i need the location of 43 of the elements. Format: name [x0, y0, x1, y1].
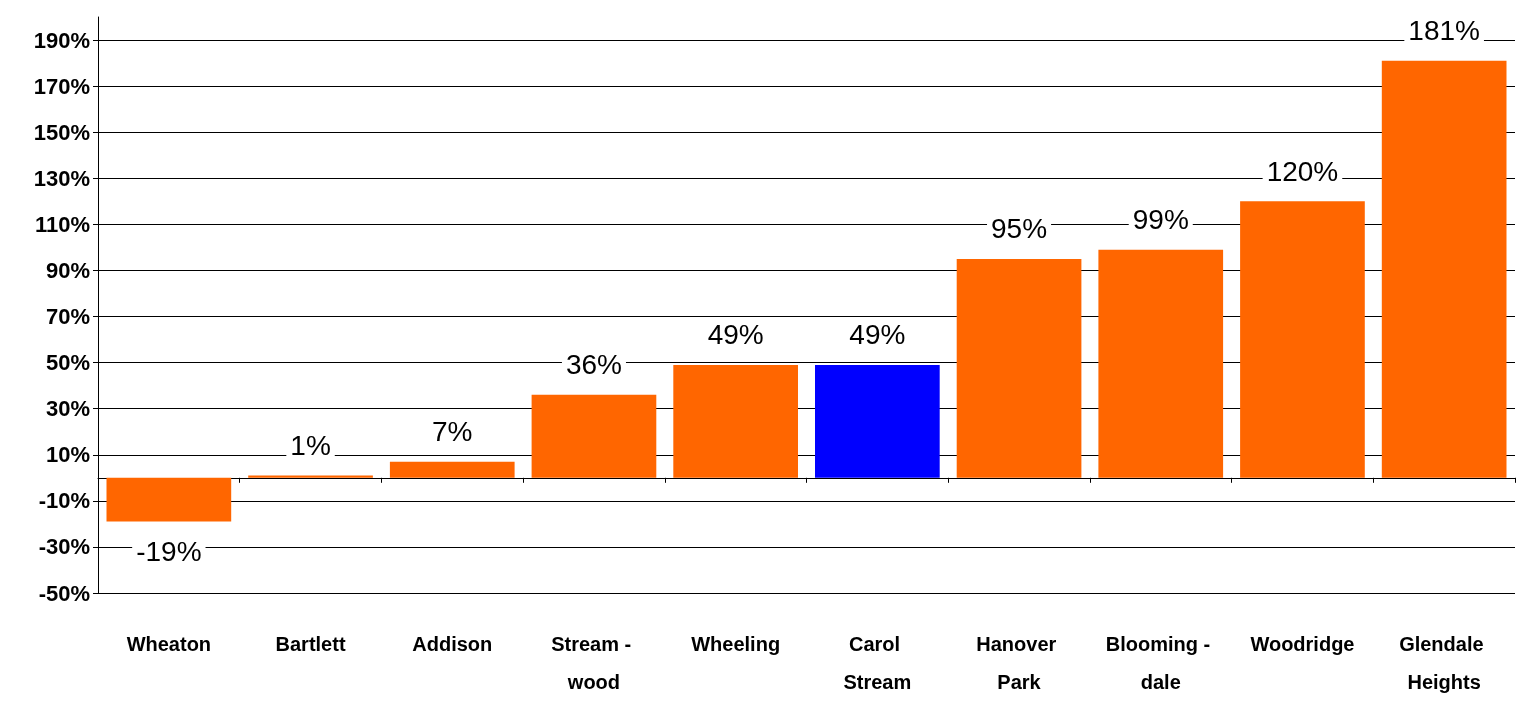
- y-tick-label: 70%: [45, 304, 90, 330]
- bar: [1240, 201, 1365, 478]
- data-label: 181%: [1408, 15, 1480, 47]
- bar: [1098, 249, 1224, 478]
- data-label: 1%: [290, 430, 331, 461]
- data-label: -19%: [136, 536, 202, 568]
- x-tick-label: Blooming - dale: [1105, 633, 1216, 693]
- y-tick-label: 150%: [33, 119, 90, 145]
- y-tick-label: 110%: [34, 211, 90, 237]
- y-tick-label: 130%: [33, 165, 90, 191]
- y-tick-label: 10%: [45, 442, 90, 468]
- bar: [248, 475, 373, 478]
- data-label: 7%: [432, 416, 473, 448]
- bar: [673, 364, 798, 478]
- data-label: 36%: [565, 349, 622, 381]
- y-tick-label: 50%: [45, 350, 90, 376]
- x-tick-label: Stream - wood: [551, 633, 637, 693]
- bar: [956, 258, 1082, 478]
- data-label: 95%: [991, 213, 1048, 245]
- y-tick-label: -50%: [38, 580, 90, 606]
- bar: [389, 461, 515, 478]
- x-tick-label: Carol Stream: [843, 633, 912, 693]
- data-label: 120%: [1266, 155, 1339, 187]
- bar: [815, 364, 940, 478]
- y-tick-label: 90%: [45, 257, 90, 283]
- data-label: 49%: [849, 319, 906, 351]
- y-tick-label: 170%: [33, 73, 90, 99]
- x-tick-label: Glendale Heights: [1399, 633, 1490, 693]
- x-tick-label: Bartlett: [275, 633, 346, 655]
- bar: [531, 394, 657, 478]
- x-tick-label: Hanover Park: [976, 633, 1062, 693]
- y-tick-label: -30%: [38, 534, 90, 560]
- x-tick-label: Wheeling: [691, 633, 781, 655]
- y-tick-label: 30%: [45, 396, 90, 422]
- data-label: 99%: [1132, 204, 1189, 236]
- x-tick-label: Wheaton: [126, 633, 212, 655]
- bar: [106, 477, 232, 522]
- x-tick-label: Addison: [412, 633, 493, 655]
- y-tick-label: -10%: [38, 488, 90, 514]
- x-tick-label: Woodridge: [1250, 633, 1355, 655]
- bar: [1381, 60, 1507, 478]
- data-label: 49%: [707, 319, 764, 351]
- y-tick-label: 190%: [33, 27, 90, 53]
